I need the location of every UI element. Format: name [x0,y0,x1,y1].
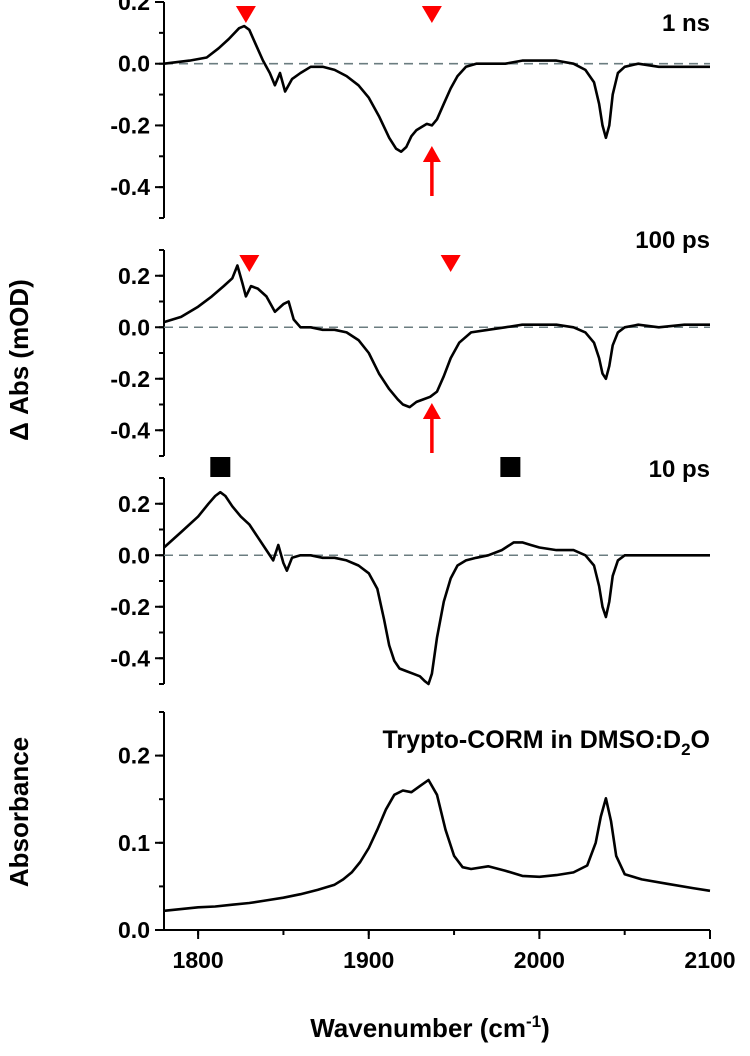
y-tick-label: 0.0 [118,917,150,943]
panel-title: 100 ps [635,227,710,254]
red-arrow-head [422,146,441,162]
black-square-marker [210,457,231,477]
panel-title: Trypto-CORM in DMSO:D2O [382,726,710,759]
spectrum-trace [163,264,710,409]
y-tick-label: 0.0 [118,51,150,77]
y-tick-label: -0.2 [110,594,150,620]
panel-title: 10 ps [649,456,710,483]
panel-2: 0.2 0.0 -0.2 -0.4 100 ps [110,227,710,457]
y-tick-label: -0.4 [110,417,150,443]
y-tick-label: -0.4 [110,645,150,671]
y-tick-label: 0.2 [118,743,150,769]
x-tick-label: 1900 [343,947,394,973]
y-tick-label: 0.0 [118,542,150,568]
panel-4: 0.2 0.1 0.0 Trypto-CORM in DMSO:D2O 1800 1900… [118,711,736,973]
x-tick-label: 2000 [514,947,565,973]
y-tick-label: -0.4 [110,174,150,200]
panel-3: 0.2 0.0 -0.2 -0.4 10 ps [110,456,710,686]
red-triangle-marker [239,255,260,272]
y-tick-label: 0.2 [118,491,150,517]
y-tick-label: -0.2 [110,112,150,138]
red-arrow-head [422,403,441,419]
panel-title-subscript: 2 [681,740,690,759]
x-tick-label: 2100 [684,947,735,973]
panel-title: 1 ns [662,10,710,37]
x-tick-label: 1800 [173,947,224,973]
panel-title-tail: O [691,726,710,754]
y-tick-label: -0.2 [110,366,150,392]
panel-title-main: Trypto-CORM in DMSO:D [382,726,681,754]
spectrum-trace [163,490,710,686]
red-triangle-marker [421,6,442,23]
y-tick-label: 0.0 [118,314,150,340]
red-triangle-marker [440,255,461,272]
x-axis-label-tail: ) [541,1013,550,1043]
y-axis-label-absorbance: Absorbance [4,737,34,887]
spectrum-trace [163,24,710,153]
y-axis-label-delta-abs: Δ Abs (mOD) [4,279,34,441]
spectrum-trace [163,778,711,913]
x-axis-label-superscript: -1 [526,1012,541,1031]
y-tick-label: 0.2 [118,0,150,15]
black-square-marker [500,457,521,477]
x-axis-label: Wavenumber (cm-1) [310,1012,550,1043]
red-triangle-marker [235,6,256,23]
y-tick-label: 0.2 [118,263,150,289]
y-tick-label: 0.1 [118,830,150,856]
x-axis-label-main: Wavenumber (cm [310,1013,526,1043]
panel-1: 0.2 0.0 -0.2 -0.4 1 ns [110,0,710,219]
